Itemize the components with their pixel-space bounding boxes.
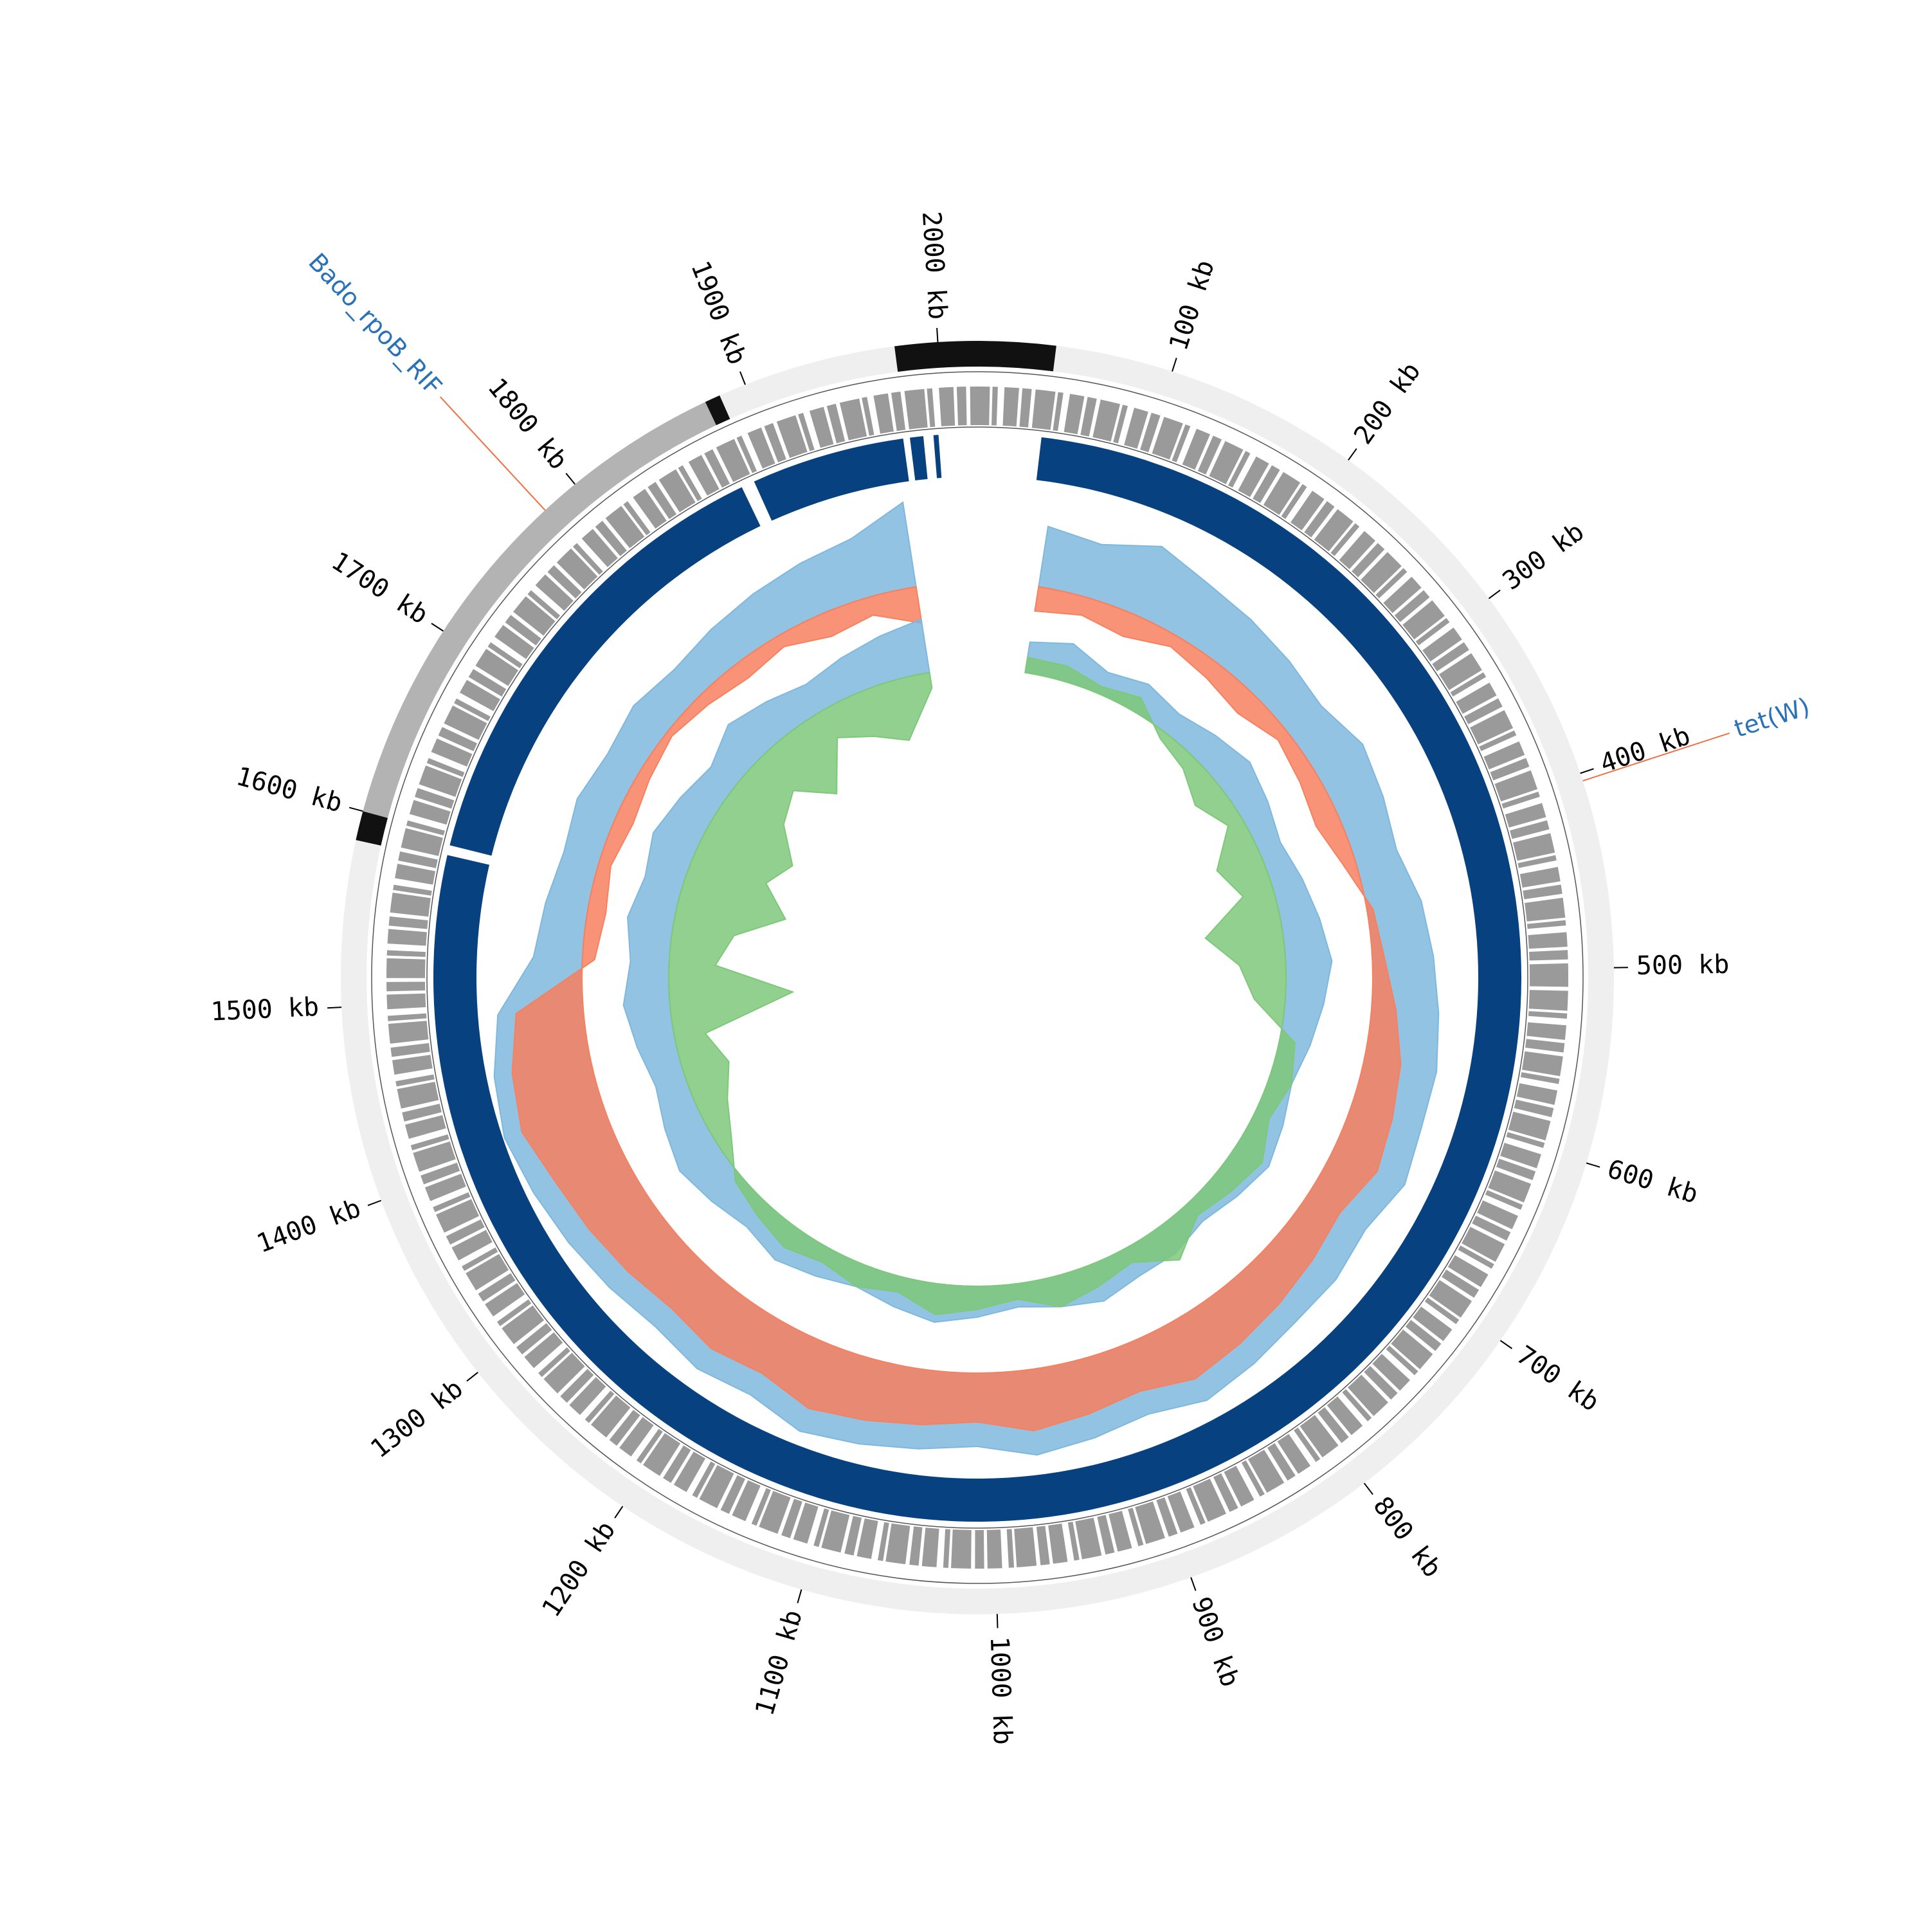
x-tick-label: 1100 kb [750,1607,808,1719]
tick-mark [566,473,575,484]
annotation-label: tet(W) [1731,692,1813,743]
x-tick-label: 1600 kb [233,761,345,818]
x-tick-label: 1800 kb [482,372,573,475]
tick-mark [997,1614,998,1628]
x-tick-label: 1300 kb [365,1374,469,1464]
tick-mark [349,808,363,812]
block [910,436,928,480]
x-tick-label: 2000 kb [916,210,952,320]
tick-mark [1172,358,1177,372]
tick-mark [467,1372,478,1381]
x-tick-label: 1700 kb [326,546,433,630]
x-tick-label: 300 kb [1498,517,1589,596]
contig [894,341,977,372]
x-tick-label: 900 kb [1186,1593,1245,1691]
x-tick-label: 600 kb [1604,1154,1701,1210]
x-tick-label: 100 kb [1164,257,1220,354]
x-tick-label: 1500 kb [210,992,320,1027]
ring-line [427,427,1528,1528]
annotation-label: Bado_rpoB_RIF [303,248,448,401]
x-tick-label: 1900 kb [685,257,752,369]
tick-mark [1348,449,1357,460]
tick-mark [615,1506,622,1518]
tick-mark [1364,1483,1373,1494]
x-tick-label: 1400 kb [253,1193,365,1259]
x-tick-label: 1000 kb [984,1636,1017,1745]
tick-mark [1191,1578,1195,1591]
tick-mark [368,1201,381,1206]
x-tick-label: 200 kb [1348,357,1427,450]
tick-mark [431,623,443,631]
contig [977,341,1056,371]
x-tick-label: 1200 kb [536,1516,621,1623]
tick-mark [1489,590,1500,599]
tick-mark [1580,769,1594,773]
tick-mark [327,1007,341,1008]
x-tick-label: 700 kb [1511,1340,1604,1417]
tick-mark [1586,1163,1600,1167]
tick-mark [1500,1340,1512,1349]
tick-mark [797,1589,801,1603]
block [934,435,942,478]
x-tick-label: 800 kb [1367,1491,1447,1583]
tick-mark [740,372,745,385]
x-tick-label: 500 kb [1636,950,1729,981]
